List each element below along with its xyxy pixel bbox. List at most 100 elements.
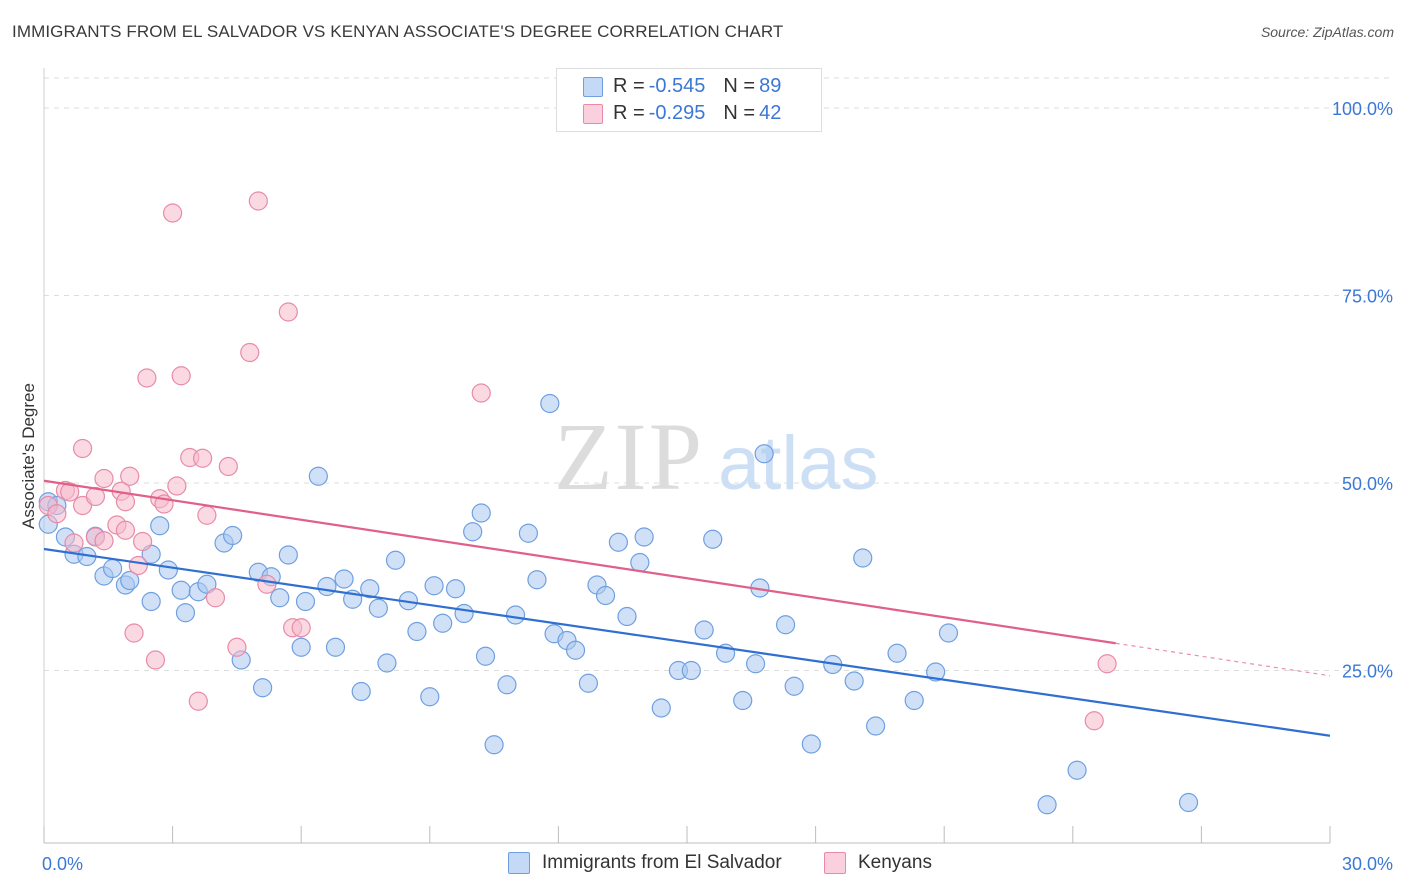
el-salvador-point — [484, 735, 504, 755]
kenyan-point — [128, 555, 148, 576]
el-salvador-point — [407, 621, 427, 642]
kenyan-point — [115, 492, 136, 512]
kenyan-point — [240, 342, 260, 363]
kenyan-point — [145, 650, 166, 670]
el-salvador-point — [1178, 792, 1199, 813]
kenyan-point — [137, 368, 157, 388]
el-salvador-point — [733, 690, 753, 711]
el-salvador-point — [454, 603, 474, 624]
el-salvador-point — [853, 548, 873, 568]
legend-row-pink: R = -0.295 N = 42 — [613, 100, 781, 126]
kenyan-point — [257, 574, 277, 594]
kenyan-point — [188, 691, 208, 711]
el-salvador-point — [904, 690, 924, 711]
legend-r-value: -0.295 — [648, 101, 706, 124]
el-salvador-point — [518, 523, 538, 543]
kenyan-point — [193, 448, 213, 468]
legend-row-blue: R = -0.545 N = 89 — [613, 73, 781, 99]
trend-line-blue — [43, 547, 1331, 737]
el-salvador-point — [253, 678, 273, 698]
el-salvador-point — [497, 675, 517, 695]
el-salvador-point — [471, 503, 491, 523]
legend-swatch-blue — [508, 852, 530, 874]
el-salvador-point — [475, 646, 496, 666]
chart-title: IMMIGRANTS FROM EL SALVADOR VS KENYAN AS… — [12, 22, 784, 41]
el-salvador-point — [424, 576, 444, 596]
el-salvador-point — [360, 579, 380, 599]
kenyan-point — [94, 468, 114, 489]
y-tick-label: 50.0% — [1342, 474, 1393, 494]
el-salvador-point — [325, 637, 346, 657]
el-salvador-point — [270, 588, 290, 608]
kenyan-point — [291, 618, 311, 638]
y-tick-label: 25.0% — [1342, 662, 1393, 682]
el-salvador-point — [295, 591, 316, 612]
el-salvador-point — [150, 516, 170, 536]
kenyan-point — [218, 456, 238, 477]
kenyan-point — [120, 466, 140, 486]
legend-swatch-blue — [583, 77, 603, 97]
el-salvador-point — [617, 606, 637, 627]
legend-swatch-pink — [583, 104, 603, 124]
kenyan-point — [94, 531, 114, 551]
source-credit: Source: ZipAtlas.com — [1260, 24, 1394, 40]
series-legend: Immigrants from El Salvador Kenyans — [0, 852, 1406, 878]
el-salvador-point — [141, 591, 161, 612]
el-salvador-point — [866, 716, 886, 736]
kenyan-point — [72, 438, 93, 459]
el-salvador-point — [595, 585, 616, 606]
el-salvador-point — [420, 687, 440, 707]
el-salvador-point — [308, 466, 328, 486]
el-salvador-point — [158, 560, 178, 580]
kenyan-point — [167, 476, 187, 496]
kenyan-point — [163, 203, 183, 223]
kenyan-point — [171, 366, 191, 386]
el-salvador-point — [171, 580, 191, 600]
el-salvador-point — [223, 525, 243, 546]
kenyan-point — [1097, 654, 1117, 674]
kenyan-point — [124, 623, 144, 643]
el-salvador-point — [844, 671, 864, 691]
el-salvador-point — [1067, 760, 1087, 780]
legend-r-value: -0.545 — [648, 74, 706, 97]
el-salvador-point — [745, 654, 766, 674]
el-salvador-point — [351, 681, 371, 702]
el-salvador-point — [463, 522, 483, 542]
el-salvador-point — [775, 615, 796, 635]
y-tick-label: 100.0% — [1332, 99, 1393, 119]
el-salvador-point — [703, 529, 723, 549]
el-salvador-point — [754, 444, 774, 464]
kenyan-point — [197, 505, 217, 525]
tick-labels: 25.0% 50.0% 75.0% 100.0% 0.0% 30.0% — [42, 99, 1393, 874]
legend-item-kenyans: Kenyans — [824, 852, 932, 874]
grid-lines — [44, 77, 1392, 671]
kenyan-point — [132, 531, 153, 552]
trend-line-pink — [43, 479, 1116, 645]
series-pink-points — [38, 191, 1117, 731]
legend-r-label: R = — [613, 74, 645, 97]
kenyan-point — [248, 191, 268, 211]
kenyan-point — [471, 383, 491, 403]
x-tick-label: 30.0% — [1342, 854, 1393, 874]
el-salvador-point — [926, 662, 946, 682]
el-salvador-point — [1037, 795, 1057, 815]
legend-swatch-pink — [824, 852, 846, 874]
el-salvador-point — [634, 527, 654, 547]
watermark: ZIP atlas — [554, 403, 879, 510]
legend-n-label: N = — [723, 74, 756, 97]
watermark-atlas: atlas — [718, 421, 879, 506]
el-salvador-point — [368, 598, 388, 618]
el-salvador-point — [694, 620, 714, 640]
el-salvador-point — [578, 673, 599, 693]
el-salvador-point — [565, 640, 586, 660]
legend-n-value: 42 — [759, 101, 782, 124]
kenyan-point — [47, 504, 67, 524]
el-salvador-point — [433, 613, 453, 633]
correlation-legend: R = -0.545 N = 89 R = -0.295 N = 42 — [556, 68, 822, 132]
x-tick-label: 0.0% — [42, 854, 83, 874]
watermark-zip: ZIP — [554, 403, 704, 510]
el-salvador-point — [801, 734, 821, 754]
kenyan-point — [278, 302, 298, 322]
el-salvador-point — [681, 660, 701, 681]
el-salvador-point — [197, 574, 217, 594]
